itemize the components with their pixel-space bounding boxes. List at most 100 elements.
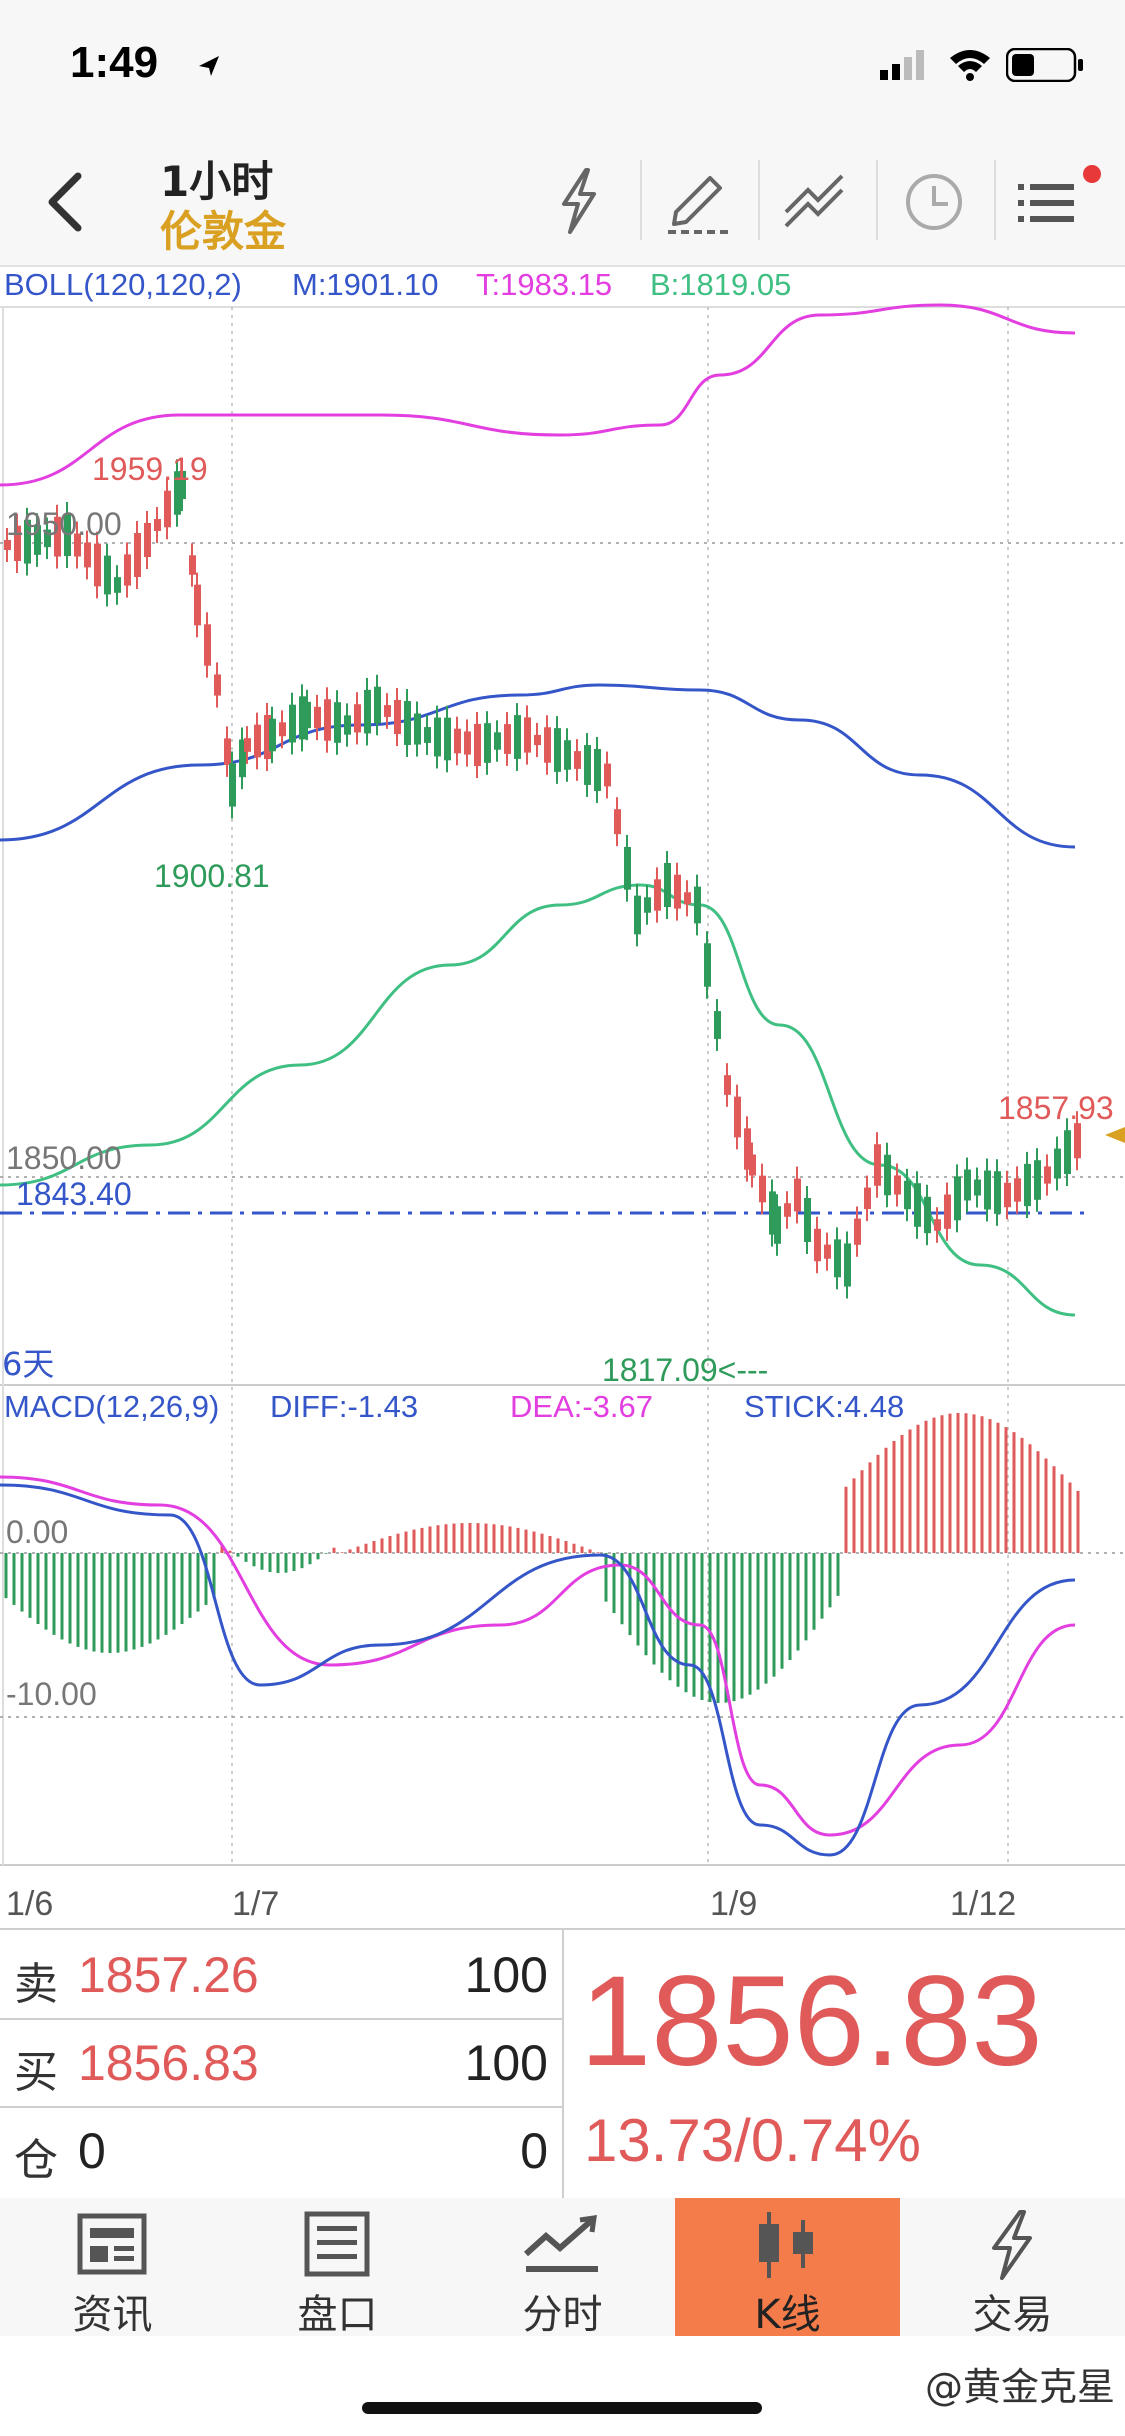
candle-body [404, 701, 411, 745]
date-label: 1/7 [232, 1885, 279, 1923]
candle-body [189, 555, 196, 575]
period-label: 6天 [2, 1345, 54, 1383]
candle-body [224, 738, 231, 765]
order-book: 卖 1857.26 100 买 1856.83 100 仓 0 0 [0, 1930, 564, 2198]
candle-body [974, 1179, 981, 1196]
nav-separator [640, 160, 642, 240]
candle-body [544, 727, 551, 763]
candle-body [854, 1218, 861, 1245]
buy-price: 1856.83 [78, 2035, 259, 2091]
tab-bar: 资讯 盘口 分时 K线 交易 [0, 2198, 1125, 2338]
candle-body [44, 529, 51, 548]
date-label: 1/12 [950, 1885, 1016, 1923]
candle-body [229, 763, 236, 807]
signal-icon [880, 50, 924, 80]
sell-volume: 100 [464, 1947, 548, 2003]
wifi-icon [950, 50, 990, 81]
macd-dea-label: DEA:-3.67 [510, 1389, 653, 1424]
sell-row[interactable]: 卖 1857.26 100 [0, 1930, 562, 2020]
candle-body [414, 713, 421, 745]
candle-body [164, 490, 171, 528]
candle-body [624, 846, 631, 890]
tab-kline[interactable]: K线 [675, 2198, 900, 2338]
candle-body [314, 706, 321, 729]
low2-mark-label: 1817.09<--- [602, 1352, 768, 1388]
nav-instrument-title[interactable]: 伦敦金 [160, 207, 287, 256]
candle-body [179, 470, 186, 500]
buy-row[interactable]: 买 1856.83 100 [0, 2018, 562, 2108]
candle-body [684, 892, 691, 905]
nav-period-title[interactable]: 1小时 [160, 157, 274, 206]
candle-body [364, 689, 371, 734]
grid-1950-label: 1950.00 [6, 506, 122, 542]
candle-body [784, 1203, 791, 1217]
clock-icon[interactable] [902, 170, 966, 234]
candle-body [374, 686, 381, 724]
macd-name: MACD(12,26,9) [4, 1389, 219, 1424]
vertical-grid [231, 307, 1009, 1865]
tab-timeshare[interactable]: 分时 [450, 2198, 675, 2338]
candle-body [474, 723, 481, 767]
date-label: 1/6 [6, 1885, 53, 1923]
candle-body [914, 1183, 921, 1227]
draw-pen-icon[interactable] [664, 166, 734, 236]
candle-body [524, 717, 531, 753]
tab-orderbook[interactable]: 盘口 [225, 2198, 450, 2338]
candle-body [254, 724, 261, 758]
boll-upper-line [0, 303, 1076, 487]
candle-body [884, 1154, 891, 1196]
buy-label: 买 [14, 2047, 58, 2098]
candle-body [714, 1011, 721, 1039]
home-area: @黄金克星 [0, 2336, 1125, 2436]
tab-news[interactable]: 资讯 [0, 2198, 225, 2338]
lightning-icon[interactable] [552, 166, 604, 236]
position-label: 仓 [14, 2135, 58, 2186]
candle-body [1064, 1130, 1071, 1175]
candle-body [894, 1175, 901, 1195]
candle-body [299, 696, 306, 740]
candle-body [534, 734, 541, 746]
candle-body [269, 718, 276, 752]
low-mark-label: 1900.81 [154, 858, 270, 894]
candle-body [264, 715, 271, 759]
candle-body [1004, 1182, 1011, 1208]
candle-body [204, 624, 211, 666]
position-row[interactable]: 仓 0 0 [0, 2106, 562, 2194]
candle-body [584, 745, 591, 785]
candle-body [239, 739, 246, 778]
candle-body [644, 897, 651, 913]
candle-body [64, 513, 71, 557]
tab-trade[interactable]: 交易 [900, 2198, 1125, 2338]
back-icon[interactable] [40, 170, 90, 234]
candle-body [424, 727, 431, 743]
candle-body [444, 717, 451, 761]
trend-line-icon[interactable] [782, 168, 852, 234]
candle-body [134, 533, 141, 577]
macd-dea-line [0, 1475, 1076, 1837]
nav-bar: 1小时 伦敦金 [0, 140, 1125, 267]
kline-chart[interactable]: BOLL(120,120,2) M:1901.10 T:1983.15 B:18… [0, 265, 1125, 1925]
candle-body [144, 522, 151, 558]
price-change: 13.73/0.74% [584, 2107, 921, 2174]
macd-diff-line [0, 1483, 1076, 1857]
boll-m: M:1901.10 [292, 267, 439, 302]
chart-canvas[interactable]: BOLL(120,120,2) M:1901.10 T:1983.15 B:18… [0, 265, 1125, 1925]
last-price: 1856.83 [580, 1950, 1043, 2093]
candle-body [704, 943, 711, 987]
candle-body [484, 723, 491, 763]
candle-body [514, 715, 521, 759]
candle-body [344, 715, 351, 735]
candlestick-icon [759, 2212, 813, 2278]
candle-body [604, 763, 611, 787]
high-mark-label: 1959.19 [92, 451, 208, 487]
candle-body [944, 1194, 951, 1229]
grid-1850-label: 1850.00 [6, 1140, 122, 1176]
sell-price: 1857.26 [78, 1947, 259, 2003]
candle-body [154, 519, 161, 531]
candle-body [874, 1144, 881, 1186]
candle-body [934, 1219, 941, 1231]
candle-body [464, 731, 471, 755]
position-volume: 0 [520, 2123, 548, 2179]
home-indicator[interactable] [362, 2402, 762, 2414]
menu-icon[interactable] [1012, 160, 1108, 240]
